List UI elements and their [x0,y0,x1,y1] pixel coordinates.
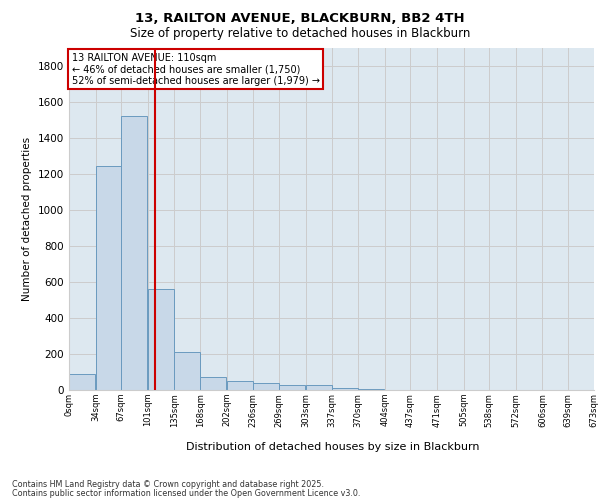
Bar [279,384,305,390]
Text: Contains HM Land Registry data © Crown copyright and database right 2025.: Contains HM Land Registry data © Crown c… [12,480,324,489]
Bar [95,166,121,390]
Bar [148,289,173,390]
Bar [227,381,253,390]
Bar [175,352,200,390]
Y-axis label: Number of detached properties: Number of detached properties [22,136,32,301]
Bar [306,386,331,390]
Text: 13, RAILTON AVENUE, BLACKBURN, BB2 4TH: 13, RAILTON AVENUE, BLACKBURN, BB2 4TH [135,12,465,26]
Bar [121,116,147,390]
Bar [358,389,384,390]
Bar [332,388,358,390]
Text: Size of property relative to detached houses in Blackburn: Size of property relative to detached ho… [130,28,470,40]
Text: 13 RAILTON AVENUE: 110sqm
← 46% of detached houses are smaller (1,750)
52% of se: 13 RAILTON AVENUE: 110sqm ← 46% of detac… [71,52,320,86]
Bar [69,374,95,390]
Text: Distribution of detached houses by size in Blackburn: Distribution of detached houses by size … [186,442,480,452]
Bar [253,383,279,390]
Bar [200,378,226,390]
Text: Contains public sector information licensed under the Open Government Licence v3: Contains public sector information licen… [12,488,361,498]
